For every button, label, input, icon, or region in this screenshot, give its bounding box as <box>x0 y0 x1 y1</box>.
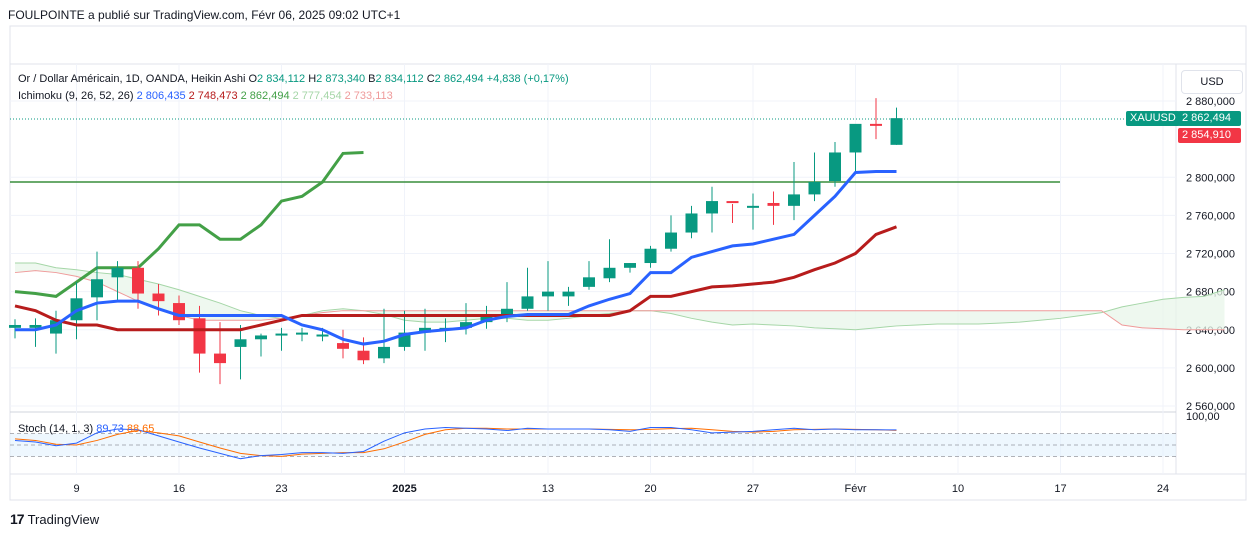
candle-body <box>214 353 226 364</box>
ohlc-high: H2 873,340 <box>308 73 366 85</box>
last-price-tag: 2 862,494 <box>1178 111 1241 126</box>
currency-button[interactable]: USD <box>1181 70 1243 94</box>
candle-body <box>726 201 739 204</box>
ichimoku-label: Ichimoku (9, 26, 52, 26) <box>18 90 134 102</box>
time-label: 27 <box>747 483 759 495</box>
candle-body <box>152 293 165 302</box>
time-label: 17 <box>1054 483 1066 495</box>
stoch-tick-label: 100,00 <box>1186 411 1220 423</box>
candle-body <box>808 182 821 195</box>
time-label: 9 <box>73 483 79 495</box>
chart-frame <box>9 25 1247 501</box>
candle-body <box>173 303 185 321</box>
candle-body <box>29 324 42 328</box>
publisher-line: FOULPOINTE a publié sur TradingView.com,… <box>8 8 401 22</box>
price-tick-label: 2 760,000 <box>1186 210 1235 222</box>
candle-body <box>132 267 144 294</box>
candle-body <box>890 118 903 145</box>
price-change: +4,838 (+0,17%) <box>486 73 569 85</box>
symbol-description[interactable]: Or / Dollar Américain, 1D, OANDA, Heikin… <box>18 73 246 85</box>
candle-body <box>460 322 472 328</box>
candle-body <box>562 291 575 297</box>
candle-body <box>91 279 103 298</box>
tv-logo-icon: 17 <box>10 511 25 527</box>
time-label: 23 <box>275 483 287 495</box>
ichimoku-legend[interactable]: Ichimoku (9, 26, 52, 26) 2 806,435 2 748… <box>18 90 393 102</box>
stoch-d-line <box>14 427 897 457</box>
ichimoku-span-b-value: 2 733,113 <box>344 90 393 102</box>
candle-body <box>9 324 21 328</box>
candle-body <box>542 291 554 297</box>
candle-body <box>829 152 841 182</box>
candle-body <box>870 123 882 126</box>
symbol-tag: XAUUSD <box>1126 111 1180 126</box>
kijun-price-tag: 2 854,910 <box>1178 128 1241 143</box>
candle-body <box>849 123 862 153</box>
candle-body <box>665 232 677 249</box>
stoch-d-value: 88,65 <box>126 423 155 435</box>
ichimoku-span-b <box>14 270 1225 331</box>
candle-body <box>747 205 759 208</box>
stoch-k-value: 89,73 <box>96 423 124 435</box>
time-label: 13 <box>542 483 554 495</box>
price-tick-label: 2 800,000 <box>1186 172 1235 184</box>
ichimoku-tenkan-value: 2 806,435 <box>136 90 186 102</box>
ichimoku-kijun-value: 2 748,473 <box>188 90 238 102</box>
candle-body <box>583 277 595 287</box>
price-tick-label: 2 600,000 <box>1186 363 1235 375</box>
candle-body <box>603 267 616 279</box>
tv-logo-text: TradingView <box>27 511 100 527</box>
candle-body <box>767 202 780 206</box>
stoch-k-line <box>14 427 897 460</box>
ichimoku-kijun-line <box>14 225 898 332</box>
time-label: 20 <box>644 483 656 495</box>
stoch-label: Stoch (14, 1, 3) <box>18 423 94 435</box>
candle-body <box>255 335 267 340</box>
candle-body <box>193 318 206 354</box>
candle-body <box>111 267 124 278</box>
candle-body <box>644 248 657 264</box>
candle-body <box>685 213 698 233</box>
ohlc-close: C2 862,494 <box>426 73 484 85</box>
candle-body <box>501 308 513 316</box>
ichimoku-chikou-value: 2 862,494 <box>240 90 290 102</box>
candle-body <box>275 333 288 336</box>
main-legend: Or / Dollar Américain, 1D, OANDA, Heikin… <box>18 73 569 85</box>
candle-body <box>706 201 718 214</box>
time-label: 16 <box>173 483 185 495</box>
candle-body <box>357 350 370 361</box>
time-label: 2025 <box>392 483 416 495</box>
candle-body <box>378 346 390 359</box>
price-tick-label: 2 880,000 <box>1186 96 1235 108</box>
ichimoku-tenkan-line <box>15 170 897 346</box>
ohlc-low: B2 834,112 <box>368 73 424 85</box>
price-tick-label: 2 560,000 <box>1186 401 1235 413</box>
price-tick-label: 2 720,000 <box>1186 249 1235 261</box>
stoch-legend[interactable]: Stoch (14, 1, 3) 89,73 88,65 <box>18 423 154 435</box>
candle-body <box>234 339 247 347</box>
ichimoku-span-a-value: 2 777,454 <box>292 90 342 102</box>
ichimoku-chikou-line <box>14 150 364 298</box>
candle-body <box>788 194 800 206</box>
time-label: 24 <box>1157 483 1169 495</box>
candle-body <box>624 263 636 268</box>
ohlc-open: O2 834,112 <box>248 73 306 85</box>
time-label: 10 <box>952 483 964 495</box>
candle-body <box>521 296 534 309</box>
tradingview-logo[interactable]: 17 TradingView <box>10 511 99 527</box>
candle-body <box>316 334 329 337</box>
time-label: Févr <box>845 483 867 495</box>
candle-body <box>337 343 349 349</box>
candle-body <box>296 332 308 335</box>
